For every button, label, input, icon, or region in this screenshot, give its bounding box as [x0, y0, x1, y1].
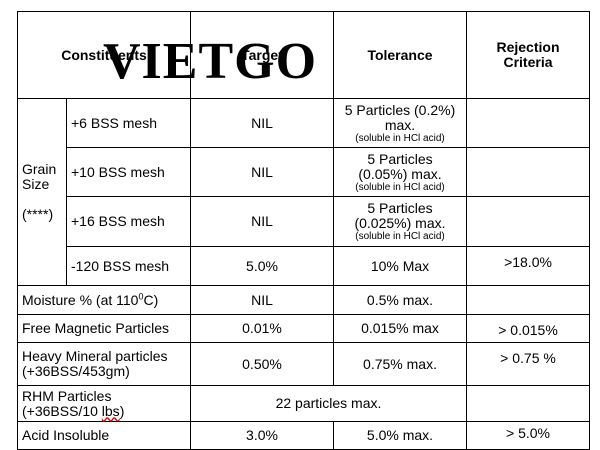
- specification-table: Constituents Target Tolerance Rejection …: [17, 11, 590, 450]
- table-row: Heavy Mineral particles (+36BSS/453gm) 0…: [17, 342, 590, 386]
- rejection-cell: > 0.015%: [466, 314, 590, 343]
- header-rejection-line1: Rejection: [496, 39, 560, 55]
- tolerance-cell: 0.75% max.: [333, 342, 467, 386]
- spec-table-container: Constituents Target Tolerance Rejection …: [17, 11, 590, 450]
- tolerance-cell: 0.015% max: [333, 314, 467, 343]
- acid-row: Acid Insoluble 3.0% 5.0% max. > 5.0%: [17, 421, 590, 450]
- target-cell: NIL: [190, 147, 334, 197]
- tolerance-line2: (0.025%) max.: [354, 215, 446, 231]
- tolerance-cell: 5.0% max.: [333, 421, 467, 450]
- target-cell: NIL: [190, 98, 334, 148]
- table-row: +16 BSS mesh NIL 5 Particles (0.025%) ma…: [18, 196, 590, 247]
- rejection-cell: > 5.0%: [466, 421, 590, 450]
- tolerance-note: (soluble in HCl acid): [355, 231, 445, 242]
- rhm-label-line2-pre: (+36BSS/10: [22, 402, 102, 419]
- tolerance-cell: 0.5% max.: [333, 285, 467, 315]
- tolerance-line2: max.: [384, 116, 416, 133]
- row-label-line2: (+36BSS/453gm): [22, 363, 130, 379]
- moisture-label-post: C): [143, 291, 159, 308]
- rejection-cell: [466, 98, 590, 148]
- tolerance-cell: 5 Particles (0.025%) max. (soluble in HC…: [333, 196, 467, 247]
- tolerance-cell: 5 Particles (0.05%) max. (soluble in HCl…: [333, 147, 467, 197]
- row-label: Free Magnetic Particles: [17, 314, 191, 343]
- target-cell: NIL: [190, 196, 334, 247]
- tolerance-line1: 5 Particles: [367, 200, 433, 216]
- rejection-cell: [466, 285, 590, 315]
- header-target: Target: [190, 11, 334, 99]
- rhm-label-line1: RHM Particles: [22, 387, 112, 404]
- rhm-merged-value: 22 particles max.: [190, 385, 467, 422]
- rhm-label: RHM Particles (+36BSS/10 lbs): [17, 385, 191, 422]
- rejection-cell: [466, 147, 590, 197]
- rejection-cell: [466, 385, 590, 422]
- table-row: -120 BSS mesh 5.0% 10% Max >18.0%: [18, 246, 590, 286]
- grain-size-line3: (****): [22, 206, 54, 222]
- rhm-label-line2-post: ): [119, 402, 125, 419]
- row-label: Heavy Mineral particles (+36BSS/453gm): [17, 342, 191, 386]
- mesh-cell: -120 BSS mesh: [66, 246, 191, 286]
- header-constituents: Constituents: [17, 11, 191, 99]
- tolerance-line1: 5 Particles (0.2%): [344, 101, 456, 118]
- mesh-cell: +6 BSS mesh: [66, 98, 191, 148]
- acid-label: Acid Insoluble: [17, 421, 191, 450]
- tolerance-cell: 5 Particles (0.2%) max. (soluble in HCl …: [333, 98, 467, 148]
- target-cell: 3.0%: [190, 421, 334, 450]
- mesh-cell: +10 BSS mesh: [66, 147, 191, 197]
- target-cell: NIL: [190, 285, 334, 315]
- header-rejection-line2: Criteria: [503, 54, 553, 70]
- tolerance-note: (soluble in HCl acid): [355, 132, 445, 144]
- target-cell: 0.01%: [190, 314, 334, 343]
- moisture-label-pre: Moisture % (at 110: [22, 291, 139, 308]
- target-cell: 0.50%: [190, 342, 334, 386]
- moisture-row: Moisture % (at 1100C) NIL 0.5% max.: [17, 285, 590, 315]
- header-rejection-criteria: Rejection Criteria: [466, 11, 590, 99]
- table-row: Free Magnetic Particles 0.01% 0.015% max…: [17, 314, 590, 343]
- row-label-line1: Heavy Mineral particles: [22, 348, 168, 364]
- rhm-row: RHM Particles (+36BSS/10 lbs) 22 particl…: [17, 385, 590, 422]
- tolerance-line2: (0.05%) max.: [358, 165, 442, 182]
- grain-size-label: Grain Size (****): [17, 98, 67, 286]
- grain-size-line1: Grain: [22, 161, 57, 177]
- tolerance-note: (soluble in HCl acid): [355, 181, 445, 193]
- moisture-label-sup: 0: [138, 290, 144, 301]
- tolerance-cell: 10% Max: [333, 246, 467, 286]
- header-row: Constituents Target Tolerance Rejection …: [17, 11, 590, 99]
- target-cell: 5.0%: [190, 246, 334, 286]
- header-tolerance: Tolerance: [333, 11, 467, 99]
- grain-size-line2: Size: [22, 176, 50, 192]
- table-row: +10 BSS mesh NIL 5 Particles (0.05%) max…: [18, 147, 590, 197]
- rejection-cell: > 0.75 %: [466, 342, 590, 386]
- rejection-cell: [466, 196, 590, 247]
- mesh-cell: +16 BSS mesh: [66, 196, 191, 247]
- rhm-label-line2-unit: lbs: [101, 402, 120, 419]
- tolerance-line1: 5 Particles: [367, 150, 433, 167]
- rejection-cell: >18.0%: [466, 246, 590, 286]
- table-row: Grain Size (****) +6 BSS mesh NIL 5 Part…: [17, 98, 590, 286]
- moisture-label: Moisture % (at 1100C): [17, 285, 191, 315]
